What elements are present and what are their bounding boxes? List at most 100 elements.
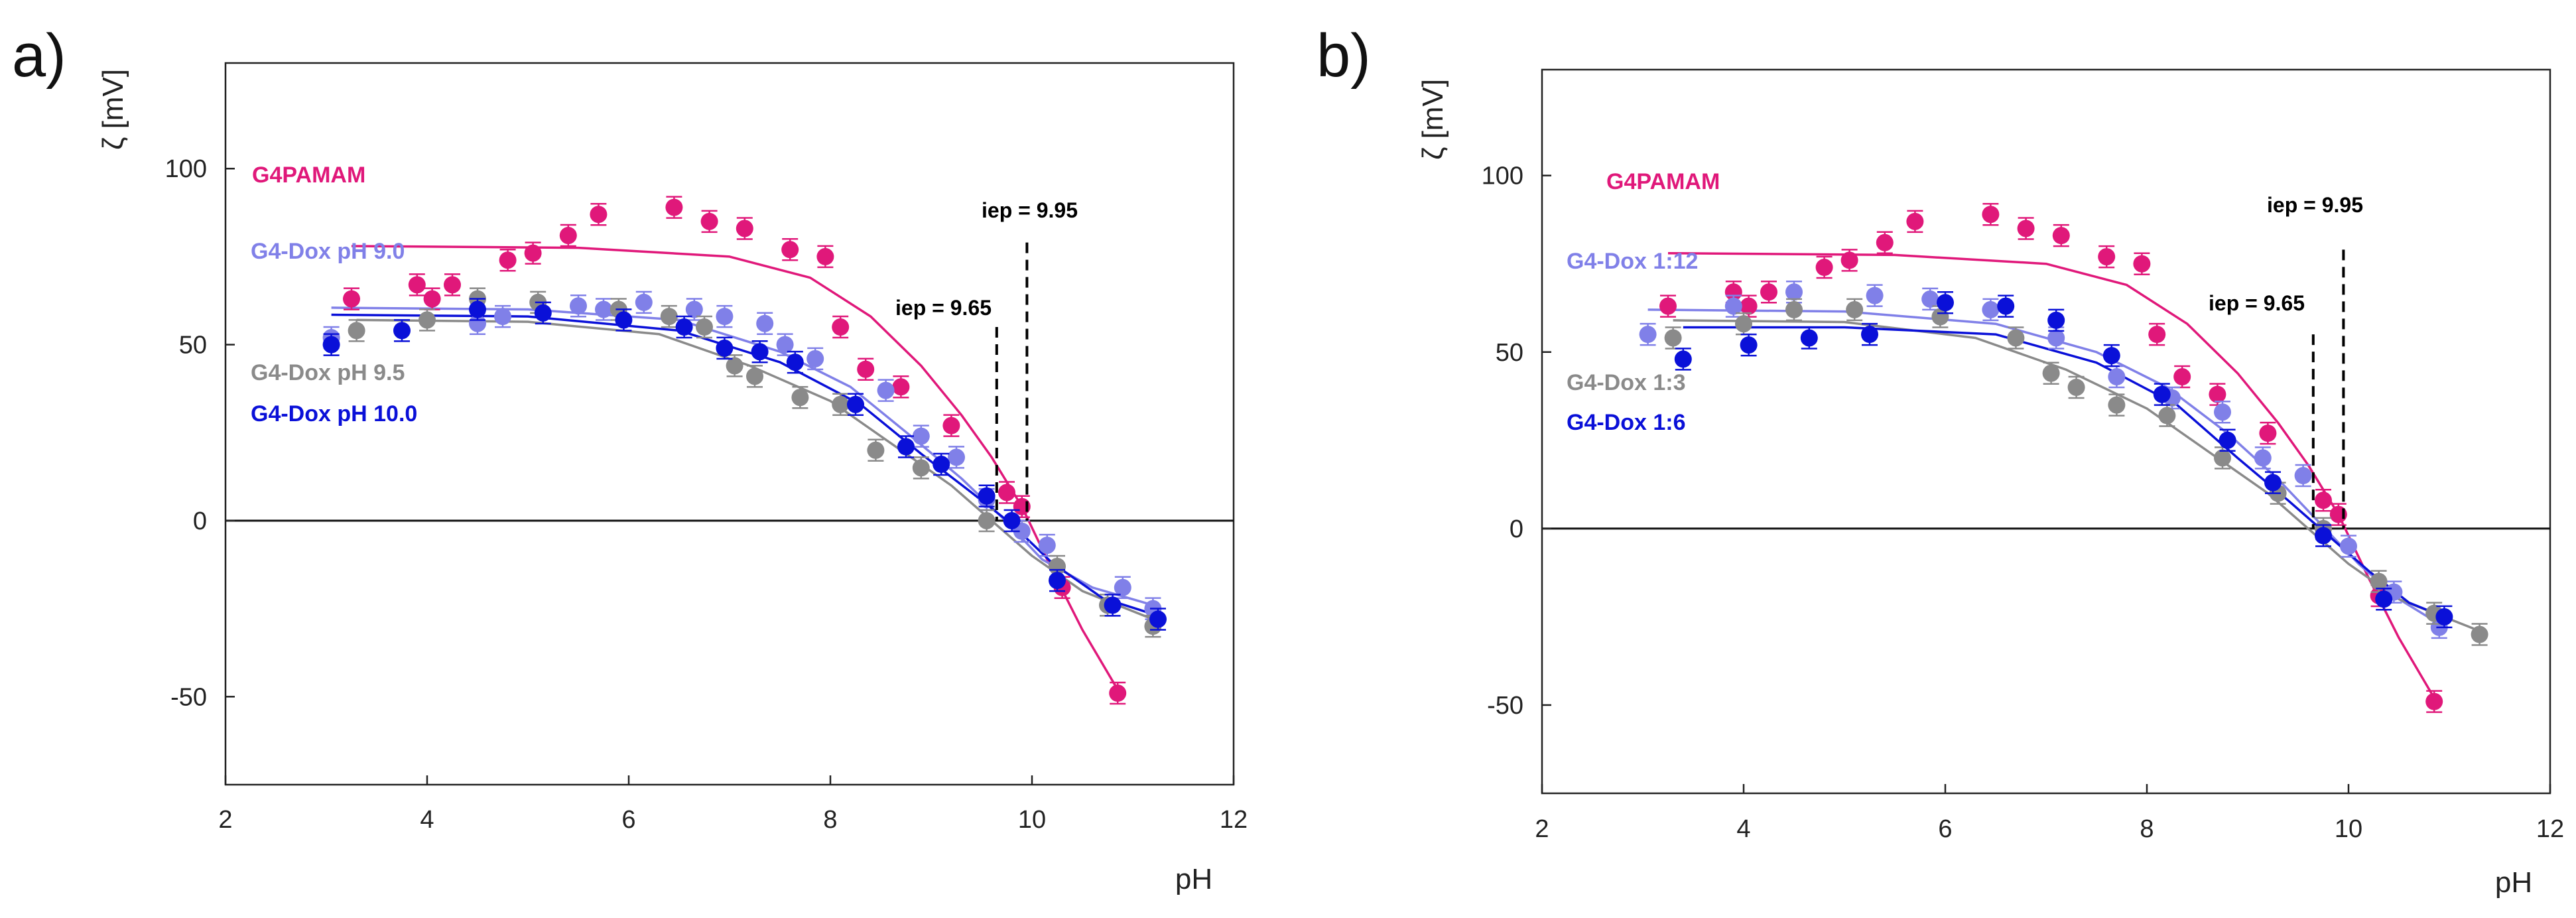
data-point (1740, 336, 1758, 354)
data-point (791, 389, 809, 407)
data-point (857, 360, 875, 378)
data-point (534, 304, 552, 322)
data-point (423, 290, 441, 308)
data-point (776, 336, 794, 354)
data-point (2209, 385, 2226, 403)
data-point (696, 318, 713, 336)
data-point (978, 487, 996, 505)
data-point (2007, 329, 2025, 347)
data-point (1785, 300, 1803, 318)
x-tick-label: 10 (1018, 806, 1046, 834)
data-point (1149, 610, 1167, 628)
x-tick-label: 10 (2335, 815, 2362, 843)
x-tick-label: 4 (420, 806, 434, 834)
data-point (998, 484, 1015, 501)
data-point (1982, 300, 2000, 318)
legend-entry: G4PAMAM (1606, 169, 1720, 194)
data-point (2017, 220, 2035, 237)
x-tick-label: 8 (823, 806, 837, 834)
fit-line (1647, 308, 2440, 625)
iep-label: iep = 9.95 (982, 198, 1078, 222)
data-point (978, 511, 996, 529)
data-point (570, 297, 587, 315)
data-point (756, 314, 774, 332)
plot-frame (1541, 68, 2551, 795)
data-point (559, 227, 577, 245)
legend-entry: G4-Dox pH 9.5 (251, 360, 405, 385)
y-tick-label: 50 (179, 332, 207, 360)
data-point (444, 276, 461, 294)
data-point (2214, 449, 2231, 467)
data-point (2098, 248, 2116, 266)
fit-line (1673, 319, 2480, 632)
data-point (2214, 403, 2231, 421)
panel-label-b: b) (1317, 22, 1371, 90)
data-point (469, 300, 486, 318)
data-point (2067, 378, 2085, 396)
legend-entry: G4-Dox pH 10.0 (251, 401, 417, 426)
data-point (2047, 311, 2065, 329)
data-point (1866, 287, 1884, 304)
x-tick-label: 2 (218, 806, 232, 834)
data-point (2315, 527, 2332, 545)
data-point (892, 378, 910, 396)
data-point (469, 314, 486, 332)
data-point (1724, 297, 1742, 315)
x-axis-title: pH (1175, 863, 1212, 895)
data-point (1735, 315, 1752, 333)
data-point (2375, 590, 2393, 608)
data-point (948, 448, 965, 466)
data-point (1982, 206, 2000, 224)
data-point (1800, 329, 1818, 347)
data-point (1038, 537, 1056, 555)
data-point (2042, 364, 2060, 382)
data-point (1049, 557, 1066, 575)
data-point (877, 381, 895, 399)
plot-frame (224, 62, 1235, 786)
y-tick-label: 0 (193, 507, 207, 535)
data-point (897, 438, 915, 456)
data-point (2153, 385, 2171, 403)
data-point (847, 395, 864, 413)
data-point (1840, 251, 1858, 269)
data-point (2340, 537, 2357, 555)
data-point (716, 339, 734, 357)
data-point (1740, 297, 1758, 315)
data-point (912, 459, 930, 477)
data-point (736, 220, 753, 237)
data-point (665, 198, 683, 216)
data-point (912, 427, 930, 445)
data-point (1846, 300, 1864, 318)
data-point (2254, 449, 2272, 467)
y-tick-label: -50 (1487, 692, 1523, 720)
data-point (1104, 596, 1122, 614)
data-point (716, 308, 734, 326)
data-point (933, 456, 950, 474)
y-tick-label: -50 (170, 683, 207, 711)
data-point (660, 308, 678, 326)
x-tick-label: 12 (1220, 806, 1248, 834)
legend-entry: G4-Dox pH 9.0 (251, 239, 405, 264)
data-point (1109, 685, 1127, 702)
data-point (499, 251, 517, 269)
panel-label-a: a) (12, 22, 66, 90)
y-tick-label: 0 (1510, 515, 1523, 543)
data-point (1049, 572, 1066, 590)
data-point (2315, 492, 2332, 509)
data-point (2102, 347, 2120, 365)
data-point (2158, 407, 2176, 425)
data-point (867, 441, 885, 459)
data-point (1997, 297, 2015, 315)
data-point (2108, 368, 2126, 386)
data-point (1785, 283, 1803, 301)
data-point (524, 244, 542, 262)
data-point (2294, 467, 2312, 485)
data-point (700, 212, 718, 230)
data-point (1659, 297, 1677, 315)
x-tick-label: 2 (1535, 815, 1549, 843)
data-point (1861, 326, 1878, 344)
data-point (2471, 625, 2488, 643)
data-point (781, 241, 799, 259)
data-point (1114, 578, 1131, 596)
data-point (806, 350, 824, 367)
